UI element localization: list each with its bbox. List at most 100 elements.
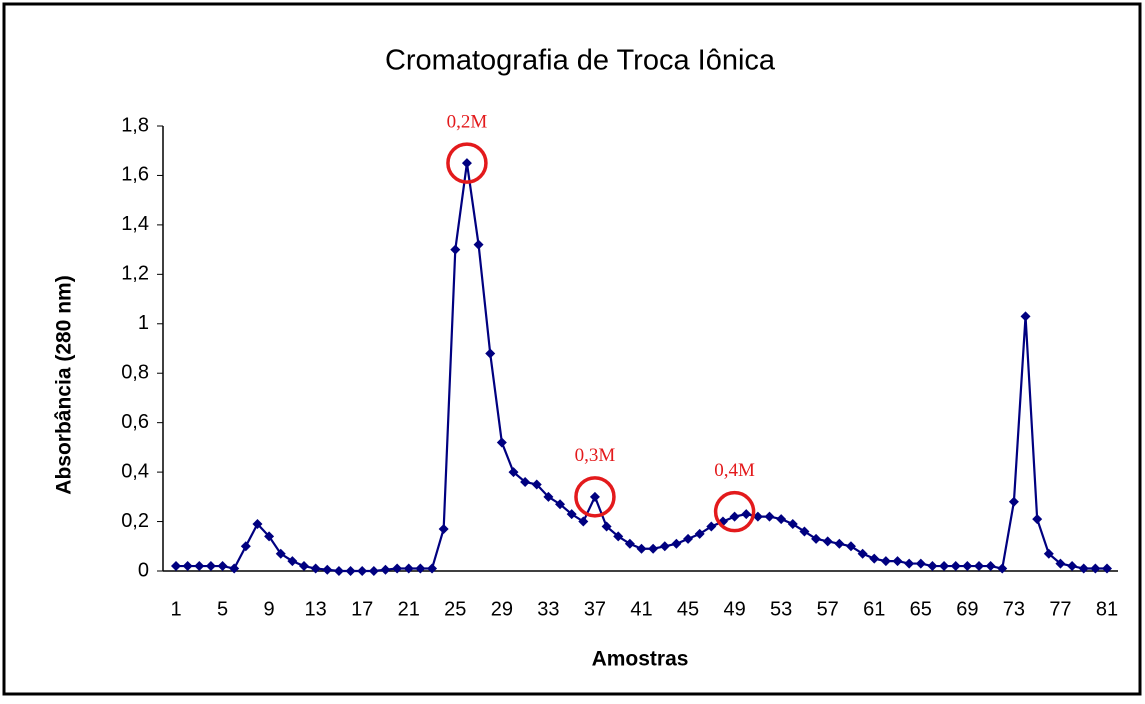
data-point [1008, 496, 1019, 507]
data-point [473, 239, 484, 250]
x-tick-label: 29 [491, 598, 513, 620]
data-point [683, 533, 694, 544]
data-point [799, 526, 810, 537]
data-point [601, 521, 612, 532]
data-point [485, 348, 496, 359]
data-point [543, 491, 554, 502]
data-point [671, 538, 682, 549]
data-point [939, 561, 950, 572]
data-point [368, 566, 379, 576]
y-tick-label: 0,6 [121, 411, 149, 433]
data-point [171, 561, 181, 572]
x-tick-label: 45 [677, 598, 699, 620]
data-point [566, 509, 577, 520]
data-point [985, 561, 996, 572]
data-point [438, 523, 449, 534]
x-tick-label: 81 [1096, 598, 1118, 620]
data-point [613, 531, 624, 542]
data-point [275, 548, 286, 559]
data-point [892, 556, 903, 567]
data-point [520, 477, 531, 487]
data-point [811, 533, 822, 544]
x-tick-label: 37 [584, 598, 606, 620]
y-tick-label: 0 [138, 559, 149, 581]
annotation-label: 0,3M [575, 445, 616, 466]
data-point [1032, 514, 1043, 525]
data-point [345, 566, 356, 576]
x-tick-label: 17 [351, 598, 373, 620]
x-axis-label: Amostras [592, 648, 689, 671]
y-tick-label: 0,8 [121, 362, 149, 384]
annotation-label: 0,2M [447, 111, 488, 132]
data-point [194, 561, 205, 572]
data-point [764, 511, 775, 522]
data-point [461, 158, 472, 169]
data-point [869, 553, 880, 564]
data-point [415, 563, 426, 574]
data-point [578, 516, 589, 527]
data-point [845, 541, 856, 552]
y-tick-label: 0,4 [121, 460, 149, 482]
x-tick-label: 41 [630, 598, 652, 620]
data-point [217, 561, 228, 572]
data-point [694, 528, 705, 539]
y-tick-label: 1 [138, 312, 149, 334]
data-point [706, 521, 717, 532]
data-point [904, 558, 915, 569]
data-point [997, 563, 1008, 574]
data-point [589, 491, 600, 502]
data-point [392, 563, 403, 574]
data-point [555, 499, 566, 510]
data-point [787, 519, 798, 530]
x-tick-label: 77 [1049, 598, 1071, 620]
data-point [741, 509, 752, 520]
data-point [776, 514, 787, 525]
x-tick-label: 53 [770, 598, 792, 620]
data-point [1020, 311, 1031, 322]
data-point [1102, 563, 1112, 574]
data-point [403, 563, 414, 574]
data-point [357, 566, 368, 576]
data-point [299, 561, 310, 572]
data-point [380, 564, 391, 575]
data-point [624, 538, 635, 549]
data-point [1055, 558, 1066, 569]
data-point [973, 561, 984, 572]
x-tick-label: 21 [398, 598, 420, 620]
data-point [648, 543, 659, 554]
x-tick-label: 25 [444, 598, 466, 620]
data-point [834, 538, 845, 549]
data-point [508, 467, 519, 478]
data-point [252, 519, 263, 530]
annotation-circle [713, 490, 756, 533]
x-tick-label: 33 [537, 598, 559, 620]
x-tick-label: 69 [956, 598, 978, 620]
data-point [1043, 548, 1054, 559]
data-point [287, 556, 298, 567]
data-point [927, 561, 938, 572]
data-point [915, 558, 926, 569]
data-point [205, 561, 216, 572]
annotation-label: 0,4M [714, 460, 755, 481]
data-point [729, 511, 740, 522]
data-point [962, 561, 973, 572]
data-point [427, 563, 438, 574]
data-point [182, 561, 193, 572]
x-tick-label: 5 [217, 598, 228, 620]
x-tick-label: 65 [910, 598, 932, 620]
data-point [1067, 561, 1078, 572]
y-tick-label: 1,4 [121, 213, 149, 235]
data-point [950, 561, 961, 572]
data-point [1090, 563, 1101, 574]
data-point [822, 536, 833, 547]
data-point [531, 479, 542, 490]
data-point [240, 541, 251, 552]
data-point [264, 531, 275, 542]
data-point [229, 563, 240, 574]
y-tick-label: 0,2 [121, 510, 149, 532]
data-point [450, 244, 461, 255]
x-tick-label: 73 [1003, 598, 1025, 620]
y-tick-label: 1,8 [121, 114, 149, 136]
data-point [1078, 563, 1089, 574]
